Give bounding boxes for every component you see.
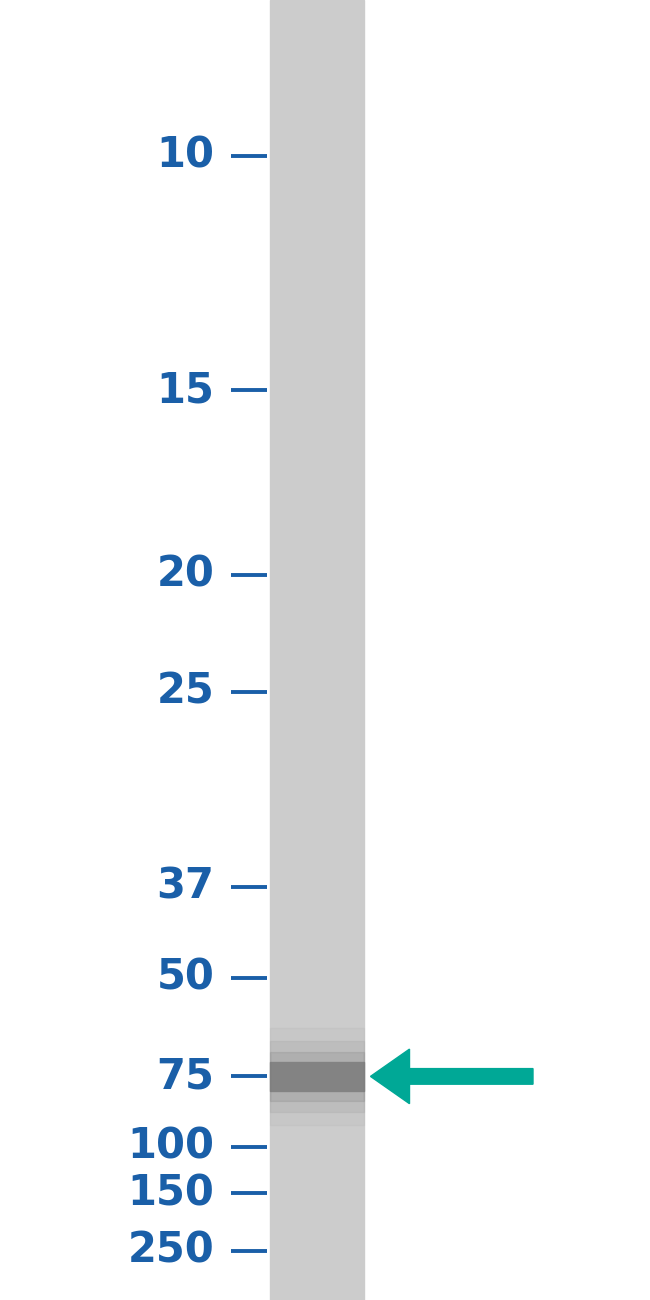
Text: 37: 37 (157, 866, 215, 907)
Text: 25: 25 (157, 671, 215, 712)
FancyArrow shape (370, 1049, 533, 1104)
Text: 100: 100 (127, 1126, 214, 1167)
Text: 75: 75 (157, 1056, 215, 1097)
Text: 10: 10 (157, 135, 215, 177)
Text: 50: 50 (157, 957, 215, 998)
Bar (270, 1052, 364, 1101)
Bar (270, 1041, 364, 1111)
Bar (270, 0, 364, 1300)
Text: 15: 15 (157, 369, 215, 411)
Text: 250: 250 (128, 1230, 214, 1271)
Text: 150: 150 (127, 1173, 214, 1214)
Bar (270, 1028, 364, 1124)
Bar (270, 1062, 364, 1091)
Text: 20: 20 (157, 554, 215, 595)
